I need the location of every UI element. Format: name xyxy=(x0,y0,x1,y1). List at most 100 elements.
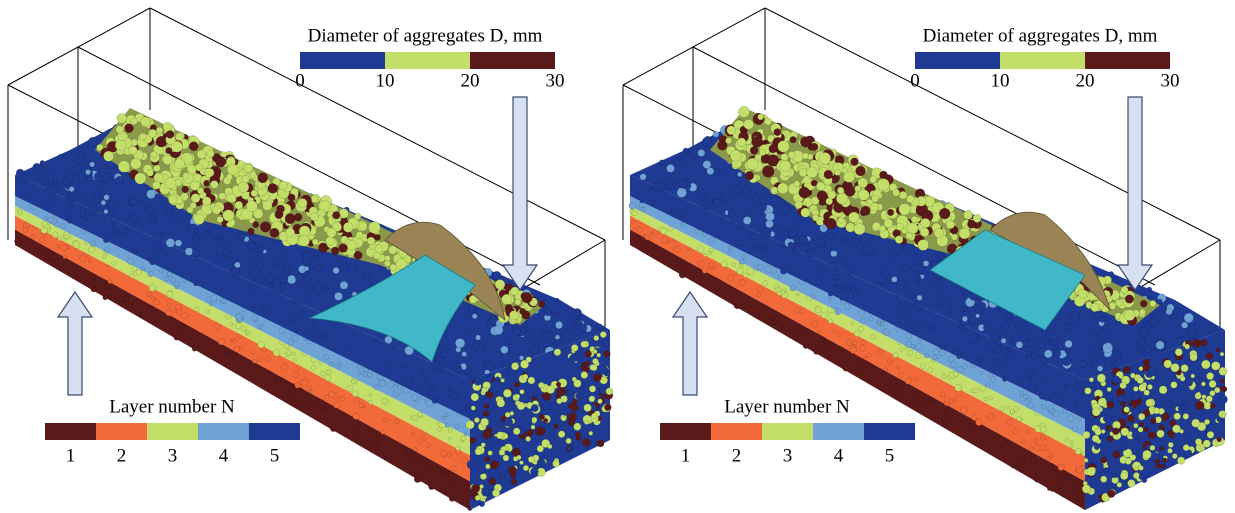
particle xyxy=(210,181,218,189)
particle xyxy=(363,372,368,377)
particle xyxy=(115,176,124,185)
particle xyxy=(277,205,285,213)
particle xyxy=(662,237,669,244)
particle xyxy=(816,238,826,248)
diameter-swatch xyxy=(300,52,385,69)
particle xyxy=(1156,463,1161,468)
particle xyxy=(352,391,358,397)
particle xyxy=(373,339,379,345)
particle xyxy=(66,214,71,219)
particle xyxy=(538,382,544,388)
particle xyxy=(1034,476,1040,482)
particle xyxy=(441,350,448,357)
particle xyxy=(993,358,999,364)
particle xyxy=(248,242,256,250)
particle xyxy=(268,184,278,194)
particle xyxy=(601,326,605,330)
particle xyxy=(667,240,670,243)
particle xyxy=(185,248,193,256)
particle xyxy=(385,336,393,344)
particle xyxy=(327,228,337,238)
particle xyxy=(273,379,276,382)
particle xyxy=(781,290,785,294)
particle xyxy=(1185,379,1192,386)
particle xyxy=(409,377,413,381)
particle xyxy=(324,333,328,337)
diameter-tick-label: 30 xyxy=(546,70,565,91)
particle xyxy=(858,310,865,317)
particle xyxy=(504,418,513,427)
particle xyxy=(1206,353,1213,360)
particle xyxy=(43,250,47,254)
particle xyxy=(641,247,646,252)
particle xyxy=(488,451,493,456)
particle xyxy=(1097,366,1103,372)
particle xyxy=(147,169,154,176)
particle xyxy=(578,324,587,333)
particle xyxy=(418,412,423,417)
particle xyxy=(495,280,505,290)
particle xyxy=(1180,376,1185,381)
particle xyxy=(811,294,815,298)
particle xyxy=(806,329,810,333)
particle xyxy=(387,382,394,389)
particle xyxy=(339,244,348,253)
particle xyxy=(811,143,819,151)
particle xyxy=(1139,309,1145,315)
particle xyxy=(567,446,572,451)
particle xyxy=(1181,364,1189,372)
particle xyxy=(788,267,794,273)
particle xyxy=(1190,353,1198,361)
particle xyxy=(272,284,282,294)
particle xyxy=(730,150,741,161)
particle xyxy=(429,484,435,490)
particle xyxy=(367,237,375,245)
particle xyxy=(174,281,179,286)
particle xyxy=(449,496,455,502)
particle xyxy=(519,308,525,314)
particle xyxy=(799,187,810,198)
particle xyxy=(551,414,560,423)
particle xyxy=(752,136,763,147)
particle xyxy=(1043,377,1048,382)
particle xyxy=(977,357,982,362)
particle xyxy=(467,460,476,469)
particle xyxy=(270,228,279,237)
particle xyxy=(1026,351,1032,357)
particle xyxy=(1031,459,1036,464)
particle xyxy=(1118,395,1125,402)
particle xyxy=(1168,431,1174,437)
particle xyxy=(154,300,159,305)
particle xyxy=(88,137,97,146)
particle xyxy=(593,374,601,382)
particle xyxy=(944,409,947,412)
particle xyxy=(850,347,856,353)
particle xyxy=(765,118,772,125)
particle xyxy=(1008,321,1016,329)
particle xyxy=(375,245,383,253)
particle xyxy=(1207,431,1214,438)
particle xyxy=(347,240,357,250)
particle xyxy=(249,251,259,261)
particle xyxy=(934,228,944,238)
particle xyxy=(739,279,745,285)
particle xyxy=(138,313,142,317)
particle xyxy=(846,223,855,232)
layer-swatch xyxy=(813,423,864,440)
particle xyxy=(1185,436,1192,443)
particle xyxy=(532,338,539,345)
particle xyxy=(217,216,224,223)
particle xyxy=(477,344,485,352)
particle xyxy=(703,254,706,257)
particle xyxy=(589,386,596,393)
particle xyxy=(1092,333,1097,338)
particle xyxy=(870,203,878,211)
particle xyxy=(354,397,360,403)
particle xyxy=(557,398,563,404)
particle xyxy=(383,418,387,422)
particle xyxy=(1028,446,1032,450)
particle xyxy=(698,149,705,156)
particle xyxy=(817,191,827,201)
particle xyxy=(1159,386,1167,394)
particle xyxy=(428,467,432,471)
